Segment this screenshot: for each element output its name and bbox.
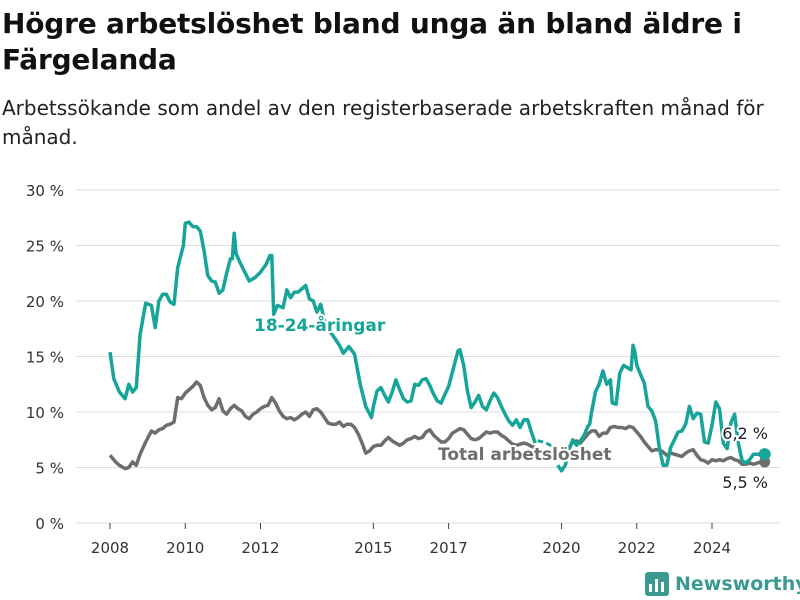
x-tick-label: 2015 <box>354 539 392 557</box>
x-tick-label: 2017 <box>430 539 468 557</box>
x-axis-ticks: 2008 2010 2012 2015 2017 2020 2022 2024 <box>91 523 731 557</box>
newsworthy-bars-icon <box>645 572 669 596</box>
gridlines <box>76 189 780 524</box>
x-tick-label: 2024 <box>693 539 731 557</box>
series-line-youth-gap <box>537 439 556 449</box>
x-tick-label: 2022 <box>618 539 656 557</box>
series-label-total: Total arbetslöshet <box>438 445 612 465</box>
y-tick-label: 5 % <box>35 460 64 478</box>
series-line-youth <box>108 220 537 444</box>
series-labels: 18-24-åringar Total arbetslöshet 6,2 % 5,5 … <box>252 312 770 494</box>
y-tick-label: 25 % <box>26 238 64 256</box>
series-label-youth: 18-24-åringar <box>254 314 386 336</box>
y-axis-ticks: 0 % 5 % 10 % 15 % 20 % 25 % 30 % <box>26 182 64 533</box>
chart-title: Högre arbetslöshet bland unga än bland ä… <box>2 7 742 76</box>
newsworthy-logo: Newsworthy <box>645 570 800 598</box>
y-tick-label: 20 % <box>26 293 64 311</box>
series-lines <box>108 220 771 473</box>
x-tick-label: 2008 <box>91 539 129 557</box>
y-tick-label: 15 % <box>26 349 64 367</box>
y-tick-label: 30 % <box>26 182 64 200</box>
y-tick-label: 10 % <box>26 404 64 422</box>
logo-text: Newsworthy <box>675 573 800 595</box>
x-tick-label: 2012 <box>241 539 279 557</box>
series-line-youth <box>556 343 765 473</box>
chart-subtitle: Arbetssökande som andel av den registerb… <box>2 96 764 149</box>
x-tick-label: 2020 <box>542 539 580 557</box>
end-marker-youth <box>758 448 771 461</box>
x-tick-label: 2010 <box>166 539 204 557</box>
end-value-label-total: 5,5 % <box>722 473 768 492</box>
series-line-total <box>108 380 765 471</box>
end-value-label-youth: 6,2 % <box>722 424 768 443</box>
y-tick-label: 0 % <box>35 515 64 533</box>
